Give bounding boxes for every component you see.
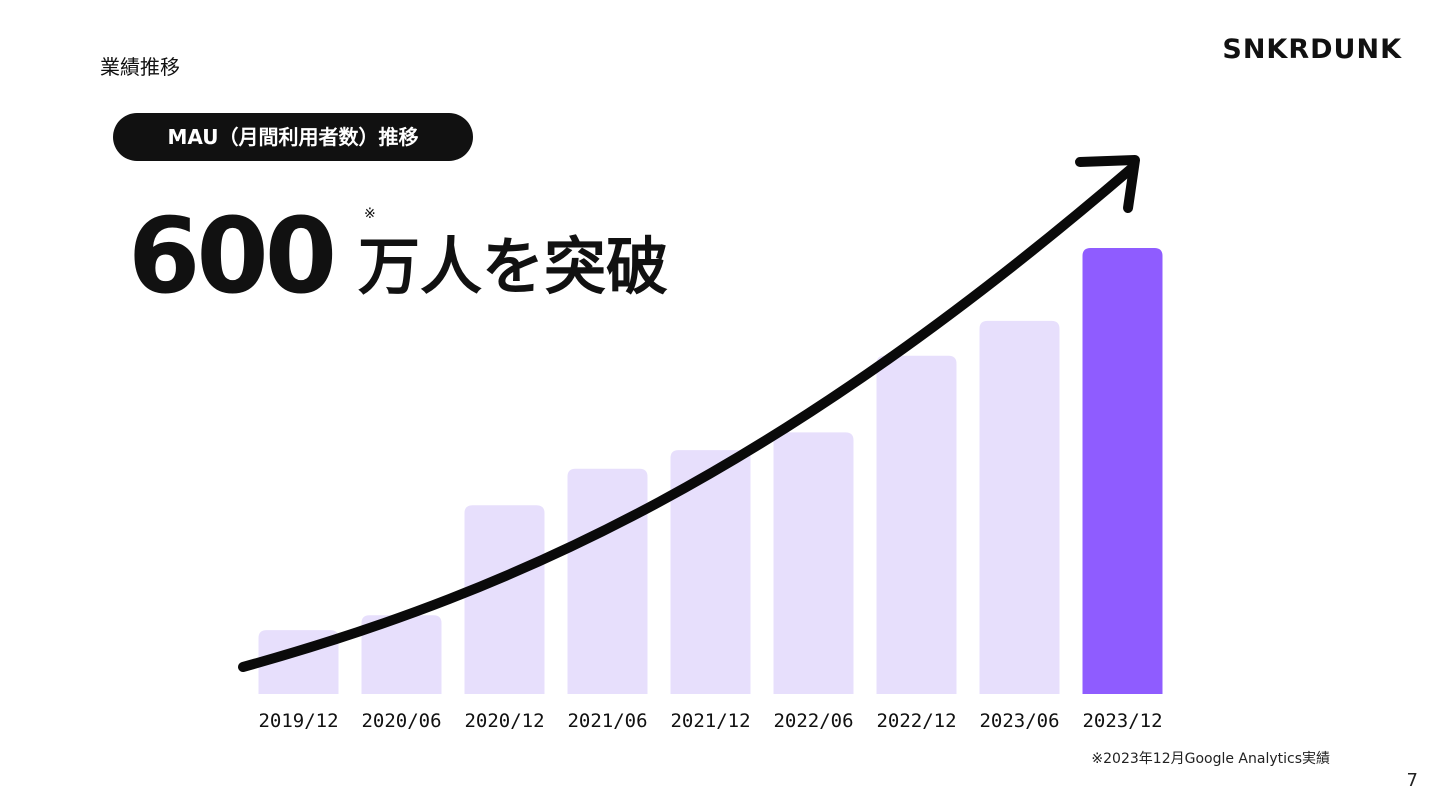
headline-text: 万人を突破	[358, 230, 668, 303]
x-tick-label: 2022/06	[773, 710, 853, 732]
bar	[773, 432, 854, 694]
headline-note-mark: ※	[364, 206, 376, 222]
bar	[979, 320, 1060, 694]
pill-label: MAU（月間利用者数）推移	[167, 125, 418, 149]
bar	[361, 615, 442, 694]
bar	[464, 505, 545, 694]
x-tick-label: 2022/12	[876, 710, 956, 732]
bar	[567, 468, 648, 694]
arrow-head	[1075, 155, 1140, 213]
x-tick-label: 2021/06	[567, 710, 647, 732]
bar	[876, 355, 957, 694]
headline-number: 600	[128, 195, 333, 317]
growth-arrow	[238, 163, 1137, 672]
x-tick-label: 2020/12	[464, 710, 544, 732]
logo: SNKRDUNK	[1222, 34, 1402, 65]
x-tick-label: 2021/12	[670, 710, 750, 732]
bar	[670, 450, 751, 694]
x-tick-label: 2023/06	[979, 710, 1059, 732]
x-tick-label: 2019/12	[258, 710, 338, 732]
bar-chart: 2019/12 2020/06 2020/12 2021/06 2021/12 2022/…	[258, 248, 1163, 732]
footnote: ※2023年12月Google Analytics実績	[1091, 751, 1330, 767]
pill-bg	[113, 113, 473, 161]
section-title: 業績推移	[100, 55, 180, 79]
x-tick-label: 2020/06	[361, 710, 441, 732]
page-number: 7	[1407, 770, 1418, 791]
bar	[1082, 248, 1163, 694]
x-tick-label: 2023/12	[1082, 710, 1162, 732]
